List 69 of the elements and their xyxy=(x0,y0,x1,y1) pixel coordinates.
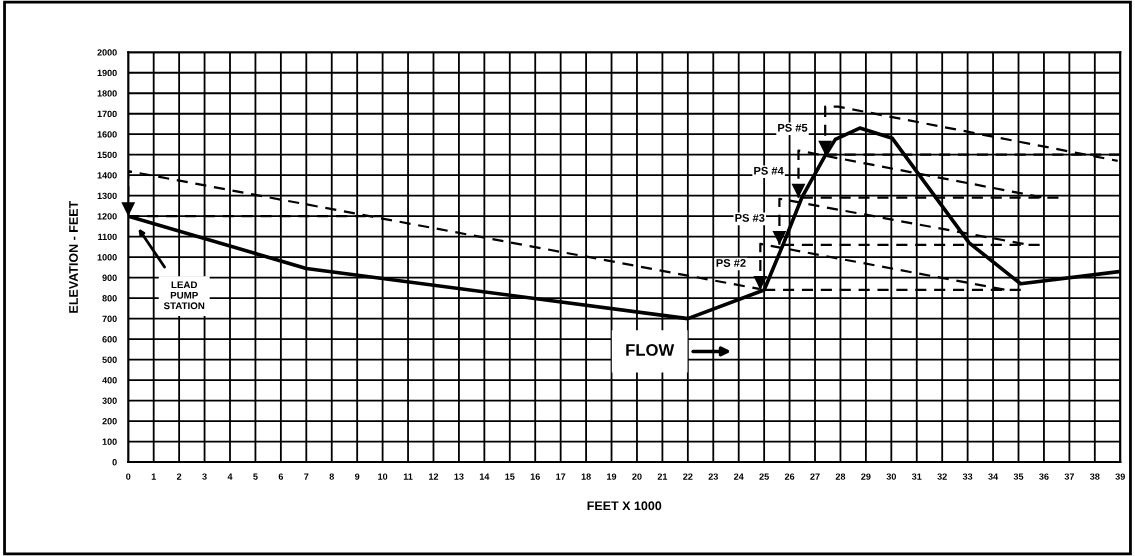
y-tick-label: 1600 xyxy=(97,131,117,138)
x-tick-label: 28 xyxy=(835,473,846,480)
x-tick-label: 2 xyxy=(176,473,182,480)
y-tick-label: 2000 xyxy=(97,49,117,56)
y-tick-label: 400 xyxy=(102,377,117,384)
x-tick-label: 20 xyxy=(632,473,642,480)
x-tick-label: 21 xyxy=(657,473,668,480)
annotation: PS #5 xyxy=(778,123,808,132)
y-tick-label: 1100 xyxy=(98,233,117,241)
x-tick-label: 19 xyxy=(607,473,617,480)
y-tick-label: 900 xyxy=(102,274,117,281)
x-tick-label: 16 xyxy=(530,473,540,480)
x-tick-label: 22 xyxy=(683,473,693,480)
x-tick-label: 12 xyxy=(429,473,439,480)
y-tick-label: 1200 xyxy=(97,213,117,220)
x-tick-label: 39 xyxy=(1115,473,1125,480)
x-tick-label: 8 xyxy=(329,473,334,480)
x-tick-label: 31 xyxy=(911,473,922,480)
y-tick-label: 300 xyxy=(102,397,117,404)
x-tick-label: 37 xyxy=(1064,473,1074,480)
y-tick-label: 1500 xyxy=(97,151,117,159)
y-tick-label: 100 xyxy=(102,438,117,445)
x-tick-label: 36 xyxy=(1039,473,1049,480)
y-tick-label: 1900 xyxy=(97,69,117,77)
x-tick-label: 25 xyxy=(759,473,769,480)
y-tick-label: 1000 xyxy=(97,254,117,261)
x-tick-label: 4 xyxy=(227,473,233,480)
x-tick-label: 30 xyxy=(886,473,896,480)
y-tick-label: 1300 xyxy=(97,192,117,200)
x-tick-label: 1 xyxy=(151,473,156,480)
x-tick-label: 34 xyxy=(988,473,999,480)
x-tick-label: 32 xyxy=(937,473,947,480)
x-tick-label: 15 xyxy=(505,473,515,480)
x-tick-label: 7 xyxy=(304,473,309,480)
x-tick-label: 14 xyxy=(479,473,490,480)
annotation: FLOW xyxy=(626,344,675,356)
x-tick-label: 33 xyxy=(962,473,973,480)
x-tick-label: 17 xyxy=(556,473,566,480)
x-tick-label: 27 xyxy=(810,473,820,480)
x-tick-label: 38 xyxy=(1090,473,1100,480)
y-tick-label: 1800 xyxy=(97,90,117,97)
x-tick-label: 29 xyxy=(861,473,871,480)
x-tick-label: 18 xyxy=(581,473,591,480)
y-tick-label: 0 xyxy=(112,459,117,466)
x-tick-label: 13 xyxy=(454,473,464,480)
x-tick-label: 6 xyxy=(278,473,284,480)
x-axis-title: FEET X 1000 xyxy=(587,501,662,511)
x-tick-label: 5 xyxy=(253,473,258,480)
x-tick-label: 26 xyxy=(784,473,795,480)
y-tick-label: 200 xyxy=(102,418,117,425)
y-axis-title: ELEVATION - FEET xyxy=(69,200,78,313)
y-tick-label: 600 xyxy=(102,336,117,343)
annotation: PS #2 xyxy=(716,259,746,267)
x-tick-label: 23 xyxy=(708,473,718,480)
x-tick-label: 24 xyxy=(734,473,744,480)
y-tick-label: 500 xyxy=(102,356,117,363)
annotation: PS #3 xyxy=(735,213,765,222)
y-tick-label: 1400 xyxy=(97,172,117,179)
x-tick-label: 10 xyxy=(378,473,388,480)
x-tick-label: 35 xyxy=(1013,473,1024,480)
y-tick-label: 1700 xyxy=(97,110,117,118)
x-tick-label: 11 xyxy=(403,473,413,480)
annotation: PS #4 xyxy=(754,166,784,175)
y-tick-label: 800 xyxy=(102,295,117,302)
x-tick-label: 0 xyxy=(126,473,131,480)
y-tick-label: 700 xyxy=(102,315,117,322)
annotation: LEAD PUMP STATION xyxy=(163,281,205,310)
x-tick-label: 9 xyxy=(354,473,360,480)
x-tick-label: 3 xyxy=(202,473,207,480)
